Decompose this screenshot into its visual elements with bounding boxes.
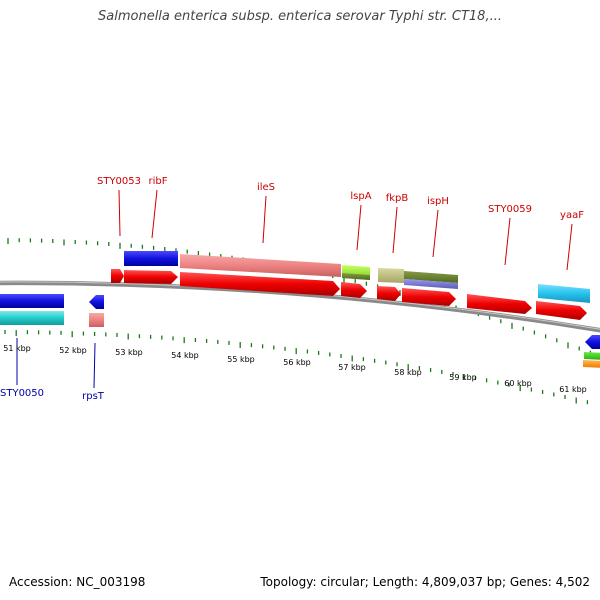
forward-label-leader [262, 195, 267, 244]
cds-arrow-lspA[interactable] [341, 282, 367, 298]
feature-fkpB-khaki[interactable] [378, 268, 404, 283]
topology-label: Topology: circular; Length: 4,809,037 bp… [260, 575, 590, 589]
forward-gene-label[interactable]: ileS [257, 182, 275, 193]
kbp-tick-label: 53 kbp [115, 348, 143, 357]
kbp-tick-label: 57 kbp [338, 363, 366, 372]
forward-label-leader [151, 189, 158, 239]
forward-gene-label[interactable]: lspA [350, 191, 371, 202]
forward-label-leader [356, 204, 362, 251]
cds-arrow-ispH[interactable] [402, 288, 456, 306]
forward-label-leader [118, 189, 121, 237]
cds-arrow-fkpB[interactable] [377, 286, 401, 301]
reverse-label-leader [93, 342, 96, 389]
kbp-scale-labels: 51 kbp 52 kbp 53 kbp 54 kbp 55 kbp 56 kbp 57 k… [3, 344, 587, 394]
feature-STY0050-blue[interactable] [0, 294, 64, 308]
forward-gene-labels: STY0053 ribF ileS lspA fkpB ispH STY0059 yaaF [97, 176, 584, 271]
accession-label: Accession: NC_003198 [9, 575, 146, 589]
kbp-tick-label: 59 kbp [449, 373, 477, 382]
forward-gene-label[interactable]: fkpB [386, 193, 409, 204]
feature-lspA-olive[interactable] [342, 273, 370, 280]
kbp-tick-label: 51 kbp [3, 344, 31, 353]
kbp-tick-label: 61 kbp [559, 385, 587, 394]
cds-arrow-rpsT[interactable] [89, 295, 104, 309]
feature-ileS-pink[interactable] [180, 254, 341, 277]
forward-label-leader [432, 209, 439, 258]
forward-gene-label[interactable]: STY0053 [97, 176, 141, 187]
cds-arrow-ileS[interactable] [180, 272, 340, 296]
inner-tick-ring [4, 330, 589, 405]
kbp-tick-label: 54 kbp [171, 351, 199, 360]
reverse-gene-labels: STY0050 rpsT [0, 338, 105, 402]
feature-ribF-blue[interactable] [124, 251, 178, 266]
cds-arrow-STY0053[interactable] [111, 269, 124, 283]
cds-arrow-ribF[interactable] [124, 270, 178, 284]
forward-label-leader [566, 223, 573, 271]
feature-right-edge-green[interactable] [584, 352, 600, 360]
forward-gene-label[interactable]: ribF [149, 176, 168, 187]
forward-gene-label[interactable]: yaaF [560, 210, 584, 221]
feature-ispH-purple[interactable] [404, 279, 458, 289]
map-title: Salmonella enterica subsp. enterica sero… [98, 9, 502, 24]
forward-gene-label[interactable]: STY0059 [488, 204, 532, 215]
kbp-tick-label: 60 kbp [504, 379, 532, 388]
forward-gene-label[interactable]: ispH [427, 196, 449, 207]
genome-backbone-arc [0, 280, 600, 333]
kbp-tick-label: 58 kbp [394, 368, 422, 377]
feature-right-edge-orange[interactable] [583, 360, 600, 368]
feature-yaaF-cyan[interactable] [538, 284, 590, 303]
forward-label-leader [392, 206, 398, 254]
cds-arrow-STY0059[interactable] [467, 294, 532, 314]
reverse-gene-label[interactable]: rpsT [82, 391, 105, 402]
reverse-gene-label[interactable]: STY0050 [0, 388, 44, 399]
feature-STY0050-teal[interactable] [0, 311, 64, 325]
cds-arrow-right-edge[interactable] [585, 335, 600, 349]
kbp-tick-label: 55 kbp [227, 355, 255, 364]
feature-rpsT-pink[interactable] [89, 313, 104, 327]
kbp-tick-label: 56 kbp [283, 358, 311, 367]
cds-arrow-yaaF[interactable] [536, 301, 587, 320]
kbp-tick-label: 52 kbp [59, 346, 87, 355]
forward-label-leader [504, 217, 511, 266]
